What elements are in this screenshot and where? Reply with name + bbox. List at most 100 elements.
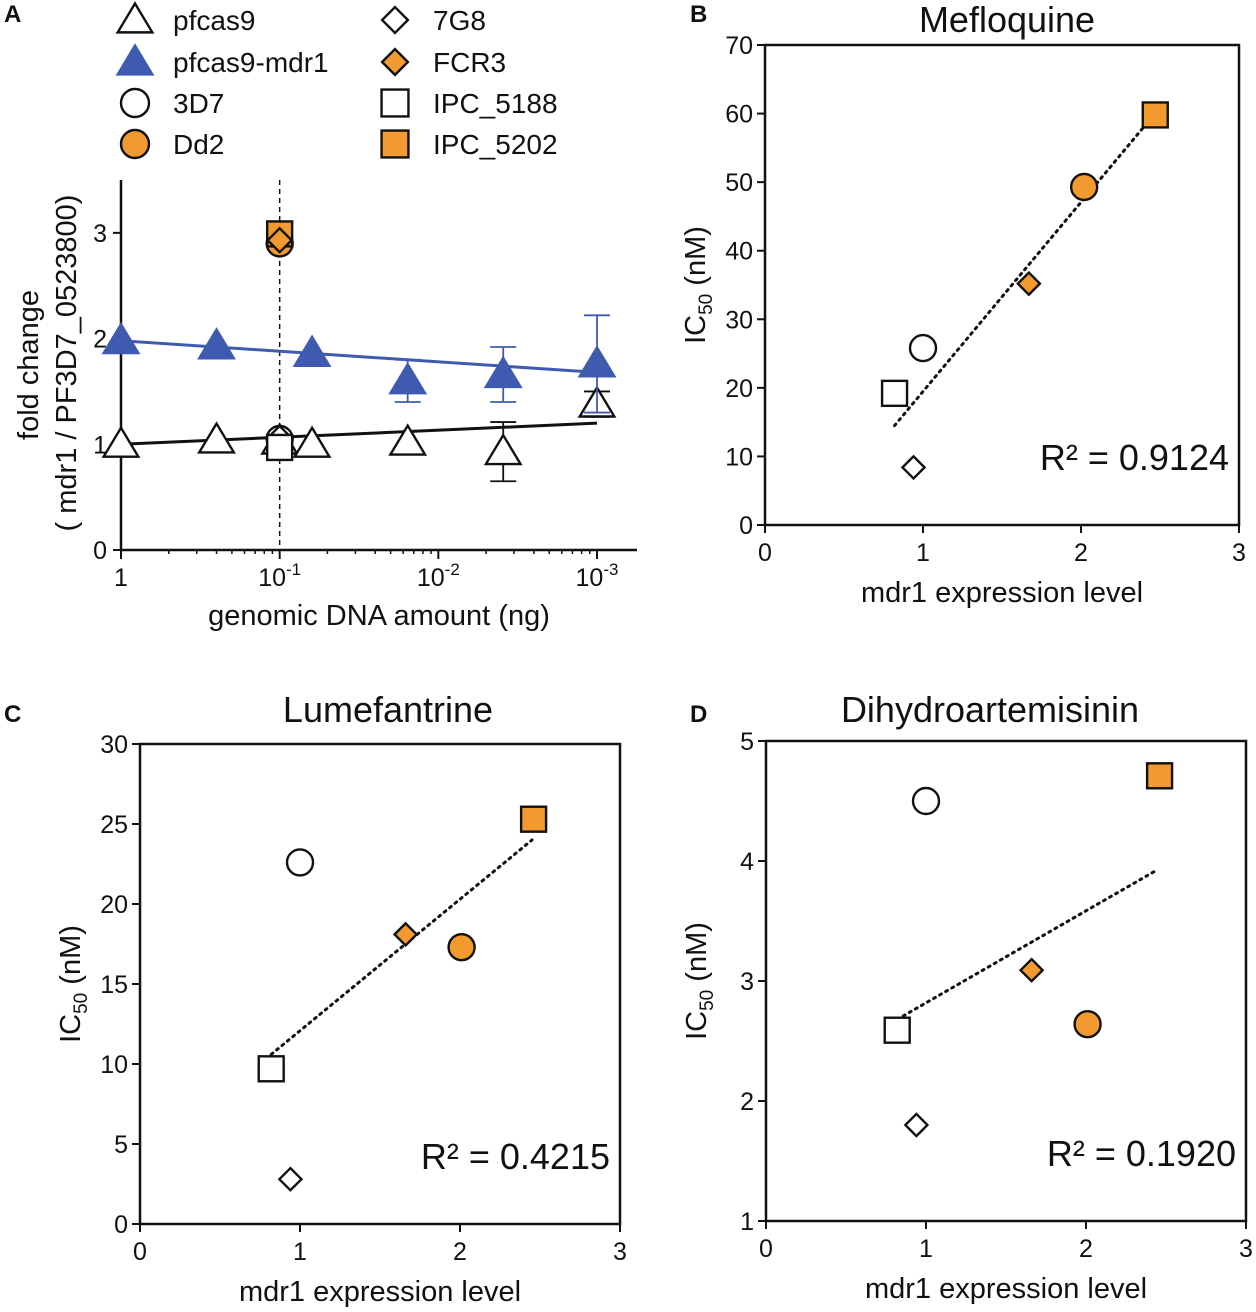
x-tick-label: 2	[1074, 539, 1088, 567]
x-tick-label: 10-1	[258, 560, 301, 592]
x-tick-label: 0	[133, 1238, 147, 1266]
x-tick-label: 1	[114, 564, 128, 592]
panel-b: B Mefloquine 0 10 20 30 40 50 60 70 0 1 2 3 mdr1 expre…	[680, 0, 1246, 609]
legend-marker-circle	[119, 128, 151, 160]
legend-label: 3D7	[173, 88, 224, 119]
y-tick-label: 30	[725, 306, 753, 334]
data-point-7g8	[900, 454, 927, 481]
y-tick-label: 2	[740, 1088, 754, 1116]
regression-line	[269, 838, 534, 1056]
data-point	[388, 423, 428, 456]
chart-title: Lumefantrine	[283, 689, 493, 730]
data-point-dd2	[447, 933, 476, 962]
panel-letter: D	[690, 701, 707, 728]
legend-label: FCR3	[433, 47, 506, 78]
x-tick-label: 3	[613, 1238, 627, 1266]
y-tick-label: 0	[93, 537, 107, 565]
y-tick-label: 5	[740, 728, 754, 756]
data-point-ipc_5202	[1141, 101, 1169, 129]
y-axis-label: fold change	[13, 290, 45, 440]
regression-line	[893, 115, 1154, 428]
data-point	[265, 433, 294, 462]
y-tick-label: 4	[740, 848, 754, 876]
fit-line	[120, 339, 598, 374]
legend-marker-triangle	[115, 1, 155, 34]
panel-c: C Lumefantrine 0 5 10 15 20 25 30 0 1 2 3 mdr1 expres…	[4, 689, 627, 1308]
y-tick-label: 1	[740, 1208, 754, 1236]
data-point	[197, 421, 236, 454]
data-point	[101, 321, 141, 355]
data-point-ipc_5202	[519, 805, 548, 833]
series-IPC_5188	[265, 433, 294, 462]
x-tick-label: 1	[293, 1238, 307, 1266]
x-tick-label: 2	[453, 1238, 467, 1266]
legend-label: pfcas9-mdr1	[173, 47, 329, 78]
data-point-ipc_5188	[880, 379, 909, 408]
y-axis-label: IC50 (nM)	[680, 226, 717, 344]
x-axis-label: mdr1 expression level	[865, 1273, 1147, 1305]
chart-title: Dihydroartemisinin	[841, 689, 1139, 730]
panel-letter: B	[690, 1, 707, 28]
legend-marker-square	[380, 88, 410, 118]
x-tick-label: 3	[1232, 539, 1246, 567]
x-tick-label: 3	[1239, 1235, 1253, 1263]
data-point	[266, 226, 294, 254]
y-tick-label: 70	[725, 32, 753, 60]
data-point	[577, 345, 617, 378]
y-tick-label: 30	[100, 731, 128, 759]
data-point-ipc_5188	[257, 1055, 285, 1083]
legend-marker-diamond	[380, 5, 410, 35]
r-squared-label: R² = 0.4215	[421, 1136, 610, 1177]
legend-marker-circle	[119, 87, 151, 119]
data-point-ipc_5202	[1145, 762, 1174, 790]
y-tick-label: 20	[100, 891, 128, 919]
data-point-fcr3	[1018, 957, 1045, 983]
data-point-ipc_5188	[883, 1016, 911, 1044]
y-tick-label: 15	[100, 971, 128, 999]
y-tick-label: 1	[93, 431, 107, 459]
data-point-fcr3	[392, 921, 419, 948]
data-point	[292, 425, 332, 458]
data-point	[483, 355, 523, 389]
legend-label: 7G8	[433, 5, 486, 36]
fit-line	[120, 421, 598, 446]
chart-title: Mefloquine	[919, 0, 1095, 40]
data-point-dd2	[1069, 172, 1099, 202]
y-tick-label: 2	[93, 326, 107, 354]
x-tick-label: 10-2	[417, 560, 460, 592]
y-tick-label: 5	[114, 1131, 128, 1159]
legend-label: IPC_5202	[433, 129, 558, 160]
r-squared-label: R² = 0.9124	[1040, 437, 1229, 478]
r-squared-label: R² = 0.1920	[1047, 1133, 1236, 1174]
y-tick-label: 0	[114, 1211, 128, 1239]
y-tick-label: 3	[93, 220, 107, 248]
y-axis-label: ( mdr1 / PF3D7_0523800)	[51, 195, 83, 532]
x-tick-label: 0	[758, 539, 772, 567]
data-point-3d7	[908, 333, 938, 363]
data-point	[388, 362, 428, 395]
legend-marker-diamond	[380, 47, 410, 77]
data-point	[197, 327, 236, 360]
x-axis-label: mdr1 expression level	[239, 1276, 521, 1308]
legend-label: Dd2	[173, 129, 224, 160]
data-point-dd2	[1073, 1009, 1102, 1039]
y-tick-label: 25	[100, 811, 128, 839]
legend-label: pfcas9	[173, 5, 256, 36]
y-tick-label: 20	[725, 375, 753, 403]
plot-frame	[763, 43, 1241, 527]
x-tick-label: 10-3	[576, 560, 619, 592]
data-point-7g8	[903, 1112, 930, 1138]
legend-marker-triangle	[115, 43, 155, 76]
panel-letter: A	[4, 1, 21, 28]
data-point-3d7	[285, 848, 315, 877]
legend-marker-square	[380, 129, 410, 159]
y-tick-label: 60	[725, 101, 753, 129]
legend: pfcas9 pfcas9-mdr1 3D7 Dd2 7G8 FCR3 IPC_5188 IP…	[115, 1, 558, 160]
x-axis-label: genomic DNA amount (ng)	[208, 600, 550, 632]
data-point-7g8	[277, 1166, 304, 1192]
regression-line	[895, 867, 1160, 1021]
y-tick-label: 3	[740, 968, 754, 996]
